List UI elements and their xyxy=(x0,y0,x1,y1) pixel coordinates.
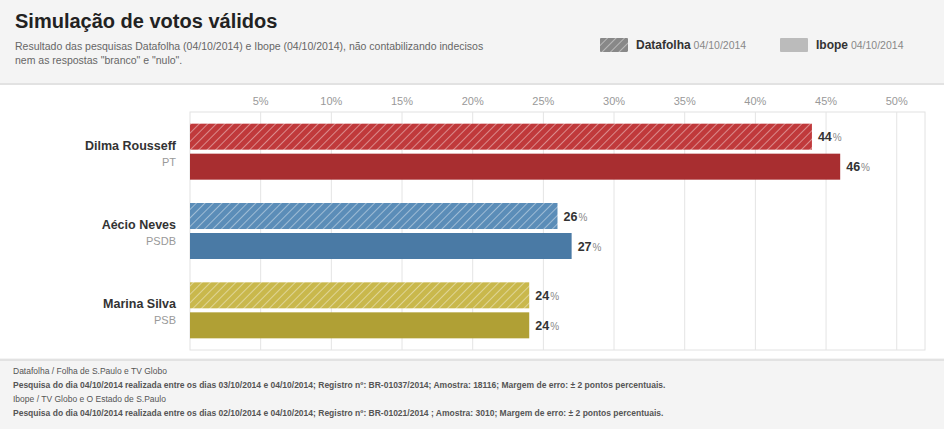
tick-label: 15% xyxy=(391,95,413,107)
data-label: 44% xyxy=(818,130,842,144)
tick-label: 25% xyxy=(532,95,554,107)
bar xyxy=(190,312,529,338)
tick-label: 20% xyxy=(462,95,484,107)
footer-note: Datafolha / Folha de S.Paulo e TV Globo xyxy=(13,366,167,376)
separator xyxy=(0,360,944,361)
category-label: Dilma Rousseff xyxy=(85,139,177,153)
tick-label: 30% xyxy=(603,95,625,107)
category-label: Aécio Neves xyxy=(102,218,176,232)
bars xyxy=(190,124,840,339)
legend-entry: Datafolha 04/10/2014 xyxy=(636,38,746,52)
party-label: PSDB xyxy=(146,235,176,247)
legend-entry: Ibope 04/10/2014 xyxy=(816,38,904,52)
tick-label: 40% xyxy=(744,95,766,107)
grid-line xyxy=(896,112,897,350)
tick-label: 45% xyxy=(815,95,837,107)
data-label: 46% xyxy=(846,160,870,174)
bar xyxy=(190,203,558,229)
title: Simulação de votos válidos xyxy=(15,10,277,32)
footer-note: Pesquisa do dia 04/10/2014 realizada ent… xyxy=(13,380,665,390)
tick-label: 5% xyxy=(253,95,269,107)
chart: Simulação de votos válidos Resultado das … xyxy=(0,0,944,429)
footer-note: Pesquisa do dia 04/10/2014 realizada ent… xyxy=(13,408,663,418)
tick-label: 35% xyxy=(674,95,696,107)
footer-note: Ibope / TV Globo e O Estado de S.Paulo xyxy=(13,394,166,404)
plot-background xyxy=(0,85,944,358)
party-label: PT xyxy=(162,156,176,168)
tick-label: 50% xyxy=(886,95,908,107)
legend-swatch xyxy=(780,38,808,52)
data-label: 24% xyxy=(535,289,559,303)
data-label: 27% xyxy=(578,240,602,254)
background xyxy=(0,0,944,429)
party-label: PSB xyxy=(154,314,176,326)
separator xyxy=(0,84,944,85)
labels: Dilma Rousseff PT 44% 46% Aécio Neves PSDB 26%… xyxy=(85,130,870,333)
grid-line xyxy=(826,112,827,350)
tick-label: 10% xyxy=(320,95,342,107)
bar xyxy=(190,154,840,180)
subtitle: Resultado das pesquisas Datafolha (04/10… xyxy=(15,40,483,66)
data-label: 26% xyxy=(564,210,588,224)
legend-swatch xyxy=(600,38,628,52)
plot-frame xyxy=(190,112,925,350)
bar xyxy=(190,124,812,150)
bar xyxy=(190,282,529,308)
category-label: Marina Silva xyxy=(103,297,177,311)
data-label: 24% xyxy=(535,319,559,333)
bar xyxy=(190,233,572,259)
